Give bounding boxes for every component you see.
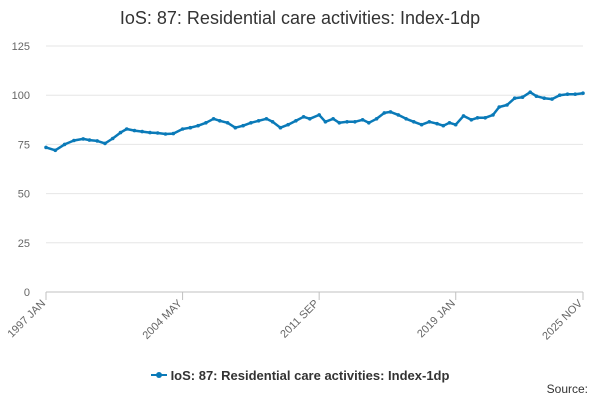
data-point[interactable]	[256, 119, 261, 123]
x-tick-label: 1997 JAN	[5, 298, 48, 341]
data-point[interactable]	[382, 111, 387, 115]
x-axis: 1997 JAN 2004 MAY 2011 SEP 2019 JAN 2025 NOV	[5, 291, 586, 342]
data-point[interactable]	[140, 129, 144, 134]
series-line[interactable]	[45, 90, 584, 152]
data-point[interactable]	[396, 113, 401, 117]
y-tick-label: 25	[18, 238, 30, 250]
data-point[interactable]	[118, 130, 123, 135]
data-point[interactable]	[512, 96, 517, 100]
data-point[interactable]	[249, 121, 253, 125]
data-point[interactable]	[218, 119, 222, 123]
y-tick-label: 50	[18, 189, 30, 201]
data-point[interactable]	[163, 132, 168, 136]
y-tick-label: 75	[18, 139, 30, 151]
y-tick-label: 125	[12, 41, 30, 53]
data-point[interactable]	[95, 139, 99, 143]
data-point[interactable]	[565, 92, 570, 96]
data-point[interactable]	[475, 116, 480, 120]
data-point[interactable]	[412, 120, 416, 124]
data-point[interactable]	[557, 93, 562, 97]
x-tick-label: 2004 MAY	[140, 297, 185, 342]
data-point[interactable]	[360, 118, 365, 122]
x-tick-label: 2019 JAN	[415, 298, 458, 341]
data-point[interactable]	[528, 90, 532, 94]
data-point[interactable]	[270, 120, 275, 124]
legend[interactable]: IoS: 87: Residential care activities: In…	[0, 364, 600, 383]
data-point[interactable]	[374, 117, 379, 121]
series-layer	[44, 90, 585, 153]
data-point[interactable]	[550, 97, 554, 101]
legend-item[interactable]: IoS: 87: Residential care activities: In…	[150, 367, 450, 383]
data-point[interactable]	[180, 127, 185, 131]
data-point[interactable]	[188, 125, 193, 130]
data-point[interactable]	[204, 121, 208, 125]
chart-title: IoS: 87: Residential care activities: In…	[119, 8, 481, 28]
data-point[interactable]	[353, 120, 357, 124]
data-point[interactable]	[87, 138, 92, 142]
data-point[interactable]	[453, 122, 458, 127]
data-point[interactable]	[196, 123, 200, 128]
data-point[interactable]	[427, 120, 432, 124]
data-point[interactable]	[294, 119, 298, 123]
data-point[interactable]	[132, 128, 137, 133]
y-tick-label: 0	[24, 287, 30, 299]
data-point[interactable]	[337, 121, 342, 125]
data-point[interactable]	[447, 121, 452, 125]
data-point[interactable]	[225, 121, 230, 125]
data-point[interactable]	[441, 123, 446, 128]
data-point[interactable]	[301, 115, 306, 119]
data-point[interactable]	[542, 96, 546, 100]
legend-label: IoS: 87: Residential care activities: In…	[170, 367, 450, 383]
data-point[interactable]	[278, 125, 283, 130]
data-point[interactable]	[505, 103, 509, 107]
data-point[interactable]	[62, 142, 67, 147]
data-point[interactable]	[124, 127, 129, 131]
data-point[interactable]	[331, 117, 335, 121]
data-point[interactable]	[155, 131, 160, 135]
x-tick-label: 2011 SEP	[278, 298, 321, 341]
data-point[interactable]	[72, 138, 76, 143]
legend-line-marker-icon	[150, 372, 167, 378]
data-point[interactable]	[419, 122, 424, 127]
data-point[interactable]	[148, 130, 152, 135]
data-point[interactable]	[264, 117, 269, 121]
data-point[interactable]	[241, 123, 245, 128]
data-point[interactable]	[323, 120, 328, 124]
data-point[interactable]	[573, 92, 577, 96]
y-tick-label: 100	[12, 90, 30, 102]
data-point[interactable]	[367, 121, 371, 125]
data-point[interactable]	[581, 91, 585, 95]
data-point[interactable]	[388, 110, 393, 114]
data-point[interactable]	[534, 94, 539, 98]
data-point[interactable]	[461, 114, 466, 118]
data-point[interactable]	[286, 122, 290, 127]
data-point[interactable]	[483, 116, 488, 120]
source-label: Source:	[546, 382, 588, 396]
data-point[interactable]	[171, 131, 176, 136]
grid-lines	[46, 45, 583, 244]
data-point[interactable]	[103, 141, 107, 146]
data-point[interactable]	[497, 105, 502, 109]
y-axis: 0 25 50 75 100 125	[12, 41, 30, 299]
data-point[interactable]	[404, 117, 408, 121]
data-point[interactable]	[44, 145, 48, 150]
data-point[interactable]	[53, 148, 58, 153]
data-point[interactable]	[317, 113, 322, 117]
data-point[interactable]	[211, 117, 216, 121]
x-tick-label: 2025 NOV	[540, 297, 585, 342]
data-point[interactable]	[110, 136, 115, 141]
data-point[interactable]	[81, 137, 85, 141]
data-point[interactable]	[491, 113, 495, 117]
data-point[interactable]	[435, 121, 439, 126]
data-point[interactable]	[469, 118, 474, 122]
data-point[interactable]	[233, 125, 238, 130]
data-point[interactable]	[345, 120, 349, 124]
data-point[interactable]	[308, 117, 312, 121]
data-point[interactable]	[520, 95, 525, 99]
